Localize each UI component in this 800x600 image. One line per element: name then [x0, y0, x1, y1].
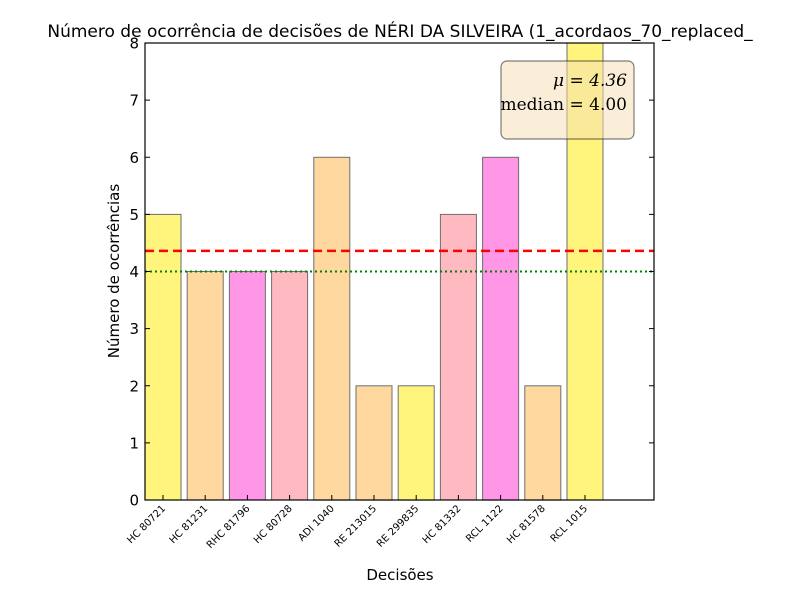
y-tick-label: 0	[129, 492, 139, 510]
y-tick-label: 3	[129, 320, 139, 338]
x-tick-label: HC 80728	[252, 503, 295, 546]
median-label: median = 4.00	[501, 95, 628, 115]
bar-hc-80728	[271, 271, 309, 501]
reference-lines	[145, 249, 654, 273]
mean-label: μ = 4.36	[553, 71, 627, 91]
x-tick-label: ADI 1040	[297, 503, 337, 543]
x-tick-label: HC 80721	[125, 503, 168, 546]
x-tick-label: RHC 81796	[205, 503, 253, 551]
y-tick-label: 2	[129, 377, 139, 395]
bar-hc-81332	[439, 213, 477, 501]
bar-hc-80721	[144, 213, 182, 501]
x-axis-label: Decisões	[366, 566, 433, 584]
y-tick-label: 4	[129, 263, 139, 281]
x-tick-label: RCL 1015	[549, 503, 590, 544]
x-tick-label: RE 299835	[375, 503, 421, 549]
x-tick-label: HC 81578	[505, 503, 548, 546]
bar-hc-81578	[524, 385, 562, 501]
y-tick-label: 5	[129, 206, 139, 224]
bar-rcl-1122	[482, 156, 520, 501]
bar-re-213015	[355, 385, 393, 501]
x-tick-label: RE 213015	[333, 503, 379, 549]
stats-box: μ = 4.36 median = 4.00	[500, 60, 635, 140]
y-axis: 0 1 2 3 4 5 6 7 8	[129, 35, 654, 510]
y-tick-label: 8	[129, 35, 139, 53]
bar-adi-1040	[313, 156, 351, 501]
y-tick-label: 7	[129, 92, 139, 110]
x-tick-label: RCL 1122	[464, 503, 505, 544]
y-tick-label: 1	[129, 434, 139, 452]
chart-title: Número de ocorrência de decisões de NÉRI…	[47, 20, 753, 42]
y-tick-label: 6	[129, 149, 139, 167]
x-tick-label: HC 81332	[421, 503, 464, 546]
bar-re-299835	[397, 385, 435, 501]
bar-rhc-81796	[228, 271, 266, 501]
x-tick-label: HC 81231	[168, 503, 211, 546]
bar-hc-81231	[186, 271, 224, 501]
y-axis-label: Número de ocorrências	[105, 184, 123, 359]
